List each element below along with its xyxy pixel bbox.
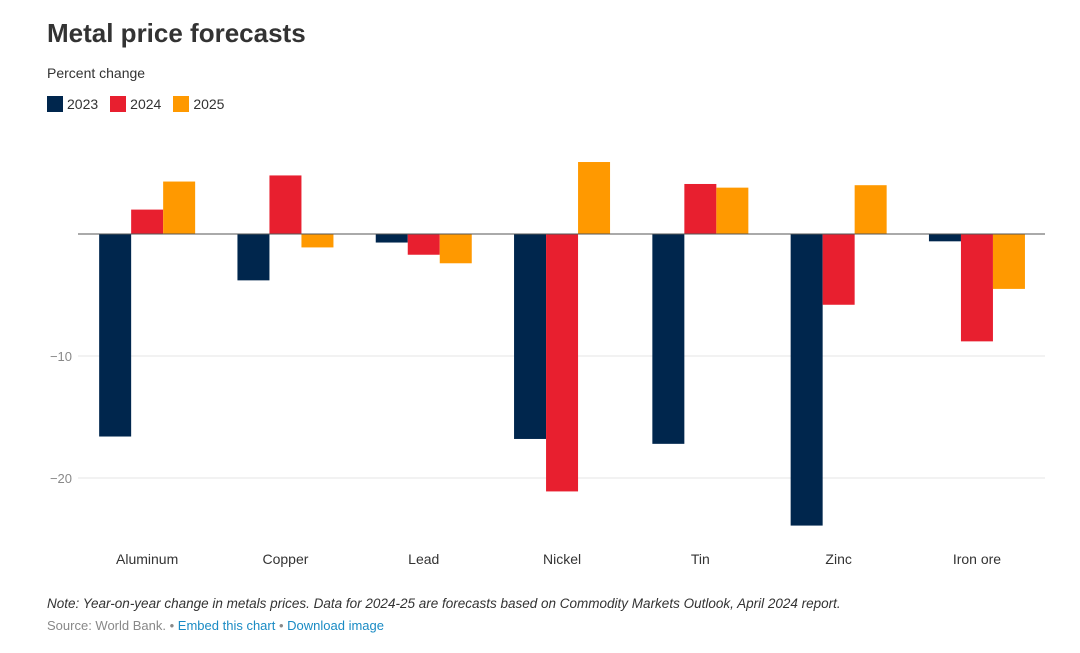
bar-tin-2024[interactable]: [684, 183, 717, 234]
bar-aluminum-2024[interactable]: [131, 209, 164, 234]
bar-copper-2024[interactable]: [269, 175, 302, 234]
x-category-label: Copper: [262, 551, 308, 567]
chart-subtitle: Percent change: [47, 65, 146, 81]
bar-lead-2023[interactable]: [375, 234, 408, 243]
bar-nickel-2025[interactable]: [578, 162, 611, 234]
chart-title: Metal price forecasts: [47, 18, 306, 48]
legend-item-2024[interactable]: 2024: [110, 96, 161, 112]
source-separator-2: •: [278, 618, 284, 633]
legend-label-2024: 2024: [130, 96, 162, 112]
legend-swatch-2024: [110, 96, 127, 112]
bar-aluminum-2025[interactable]: [163, 181, 196, 234]
bar-lead-2024[interactable]: [407, 234, 440, 255]
x-category-label: Tin: [691, 551, 710, 567]
legend-label-2023: 2023: [67, 96, 99, 112]
y-tick-label: −10: [50, 349, 72, 364]
bar-iron-ore-2025[interactable]: [992, 234, 1025, 289]
legend-swatch-2023: [47, 96, 63, 112]
bars: [99, 162, 1025, 526]
bar-zinc-2025[interactable]: [854, 185, 887, 234]
bar-zinc-2024[interactable]: [822, 234, 855, 305]
chart-source: Source: World Bank. • Embed this chart •…: [47, 618, 384, 633]
x-category-label: Iron ore: [953, 551, 1001, 567]
chart-note: Note: Year-on-year change in metals pric…: [47, 596, 841, 611]
bar-tin-2023[interactable]: [652, 234, 685, 444]
x-category-label: Nickel: [543, 551, 581, 567]
y-tick-label: −20: [50, 471, 72, 486]
bar-aluminum-2023[interactable]: [99, 234, 132, 437]
legend-swatch-2025: [173, 96, 190, 112]
bar-zinc-2023[interactable]: [790, 234, 823, 526]
bar-nickel-2023[interactable]: [514, 234, 547, 439]
bar-iron-ore-2023[interactable]: [928, 234, 961, 242]
x-category-label: Lead: [408, 551, 439, 567]
download-image-link[interactable]: Download image: [287, 618, 384, 633]
axes: −10 −20 Aluminum Copper Lead Nickel Tin Zinc Iro…: [50, 233, 1045, 567]
bar-iron-ore-2024[interactable]: [960, 234, 993, 342]
bar-nickel-2024[interactable]: [546, 234, 579, 492]
bar-lead-2025[interactable]: [439, 234, 472, 264]
bar-tin-2025[interactable]: [716, 187, 749, 234]
embed-chart-link[interactable]: Embed this chart: [177, 618, 276, 633]
bar-copper-2025[interactable]: [301, 234, 334, 248]
source-text: Source: World Bank.: [47, 618, 166, 633]
bar-copper-2023[interactable]: [237, 234, 270, 281]
legend-item-2025[interactable]: 2025: [173, 96, 224, 112]
x-category-label: Aluminum: [116, 551, 178, 567]
source-separator: •: [169, 618, 175, 633]
legend: 2023 2024 2025: [47, 96, 236, 112]
x-category-label: Zinc: [825, 551, 851, 567]
legend-label-2025: 2025: [193, 96, 225, 112]
legend-item-2023[interactable]: 2023: [47, 96, 98, 112]
